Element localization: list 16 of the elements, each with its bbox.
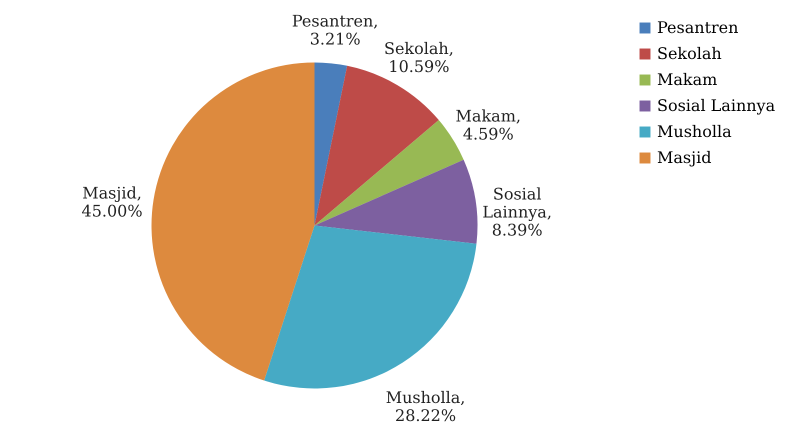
- data-label: Makam, 4.59%: [456, 106, 521, 144]
- data-label: Sekolah, 10.59%: [384, 39, 454, 76]
- data-label: Pesantren, 3.21%: [292, 12, 378, 49]
- pie-slice: [314, 62, 348, 226]
- legend-label: Musholla: [657, 122, 732, 141]
- data-label: Masjid, 45.00%: [82, 183, 143, 220]
- legend-label: Pesantren: [657, 18, 738, 37]
- data-label: Musholla, 28.22%: [386, 388, 466, 425]
- legend-label: Makam: [657, 70, 718, 89]
- data-label: Sosial Lainnya, 8.39%: [482, 184, 552, 240]
- legend-label: Sekolah: [657, 44, 722, 63]
- legend-label: Masjid: [657, 148, 712, 167]
- legend-label: Sosial Lainnya: [657, 96, 776, 115]
- pie-slice: [152, 62, 314, 381]
- pie-slice: [264, 226, 476, 388]
- pie-slice: [314, 160, 478, 244]
